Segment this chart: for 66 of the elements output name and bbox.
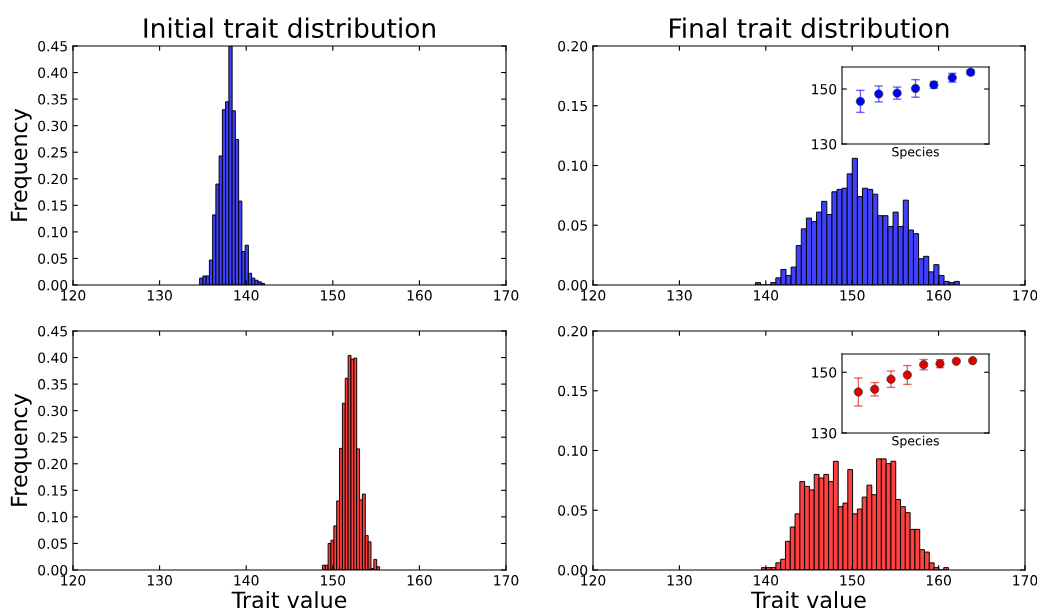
y-tick-label: 0.05: [38, 538, 67, 549]
x-tick-label: 130: [147, 575, 172, 586]
y-tick-label: 0.30: [38, 120, 68, 132]
y-tick-label: 0.40: [38, 67, 68, 79]
x-tick-label: 140: [234, 575, 259, 586]
x-tick-label: 120: [61, 575, 86, 586]
y-axis-title: Frequency: [10, 393, 32, 506]
x-tick-label: 160: [407, 290, 432, 301]
x-axis-title: Species: [892, 146, 939, 159]
y-tick-label: 0.20: [558, 325, 588, 337]
y-tick-label: 0.05: [558, 220, 587, 231]
y-tick-label: 0.45: [38, 40, 67, 52]
x-tick-label: 150: [321, 290, 346, 301]
y-tick-label: 0.20: [38, 458, 68, 470]
y-tick-label: 0.20: [558, 40, 588, 52]
x-tick-label: 130: [667, 290, 692, 301]
x-tick-label: 130: [667, 575, 692, 586]
x-axis-title: Species: [892, 435, 939, 448]
y-tick-label: 0.15: [558, 385, 587, 397]
x-tick-label: 170: [494, 290, 519, 301]
x-tick-label: 140: [754, 575, 779, 586]
x-tick-label: 170: [1013, 290, 1037, 301]
x-tick-label: 120: [581, 575, 606, 586]
x-tick-label: 170: [494, 575, 519, 586]
x-tick-label: 150: [321, 575, 346, 586]
y-tick-label: 0.35: [38, 94, 67, 105]
y-tick-label: 0.25: [38, 147, 67, 158]
y-tick-label: 0.05: [38, 253, 67, 264]
y-tick-label: 0.40: [38, 352, 68, 364]
x-tick-label: 120: [581, 290, 606, 301]
y-tick-label: 0.10: [558, 445, 588, 456]
y-tick-label: 0.45: [38, 325, 67, 337]
y-tick-label: 0.15: [558, 100, 587, 112]
x-tick-label: 140: [754, 290, 779, 301]
x-tick-label: 140: [234, 290, 259, 301]
y-axis-title: Frequency: [10, 108, 32, 221]
y-tick-label: 0.15: [38, 485, 67, 496]
x-tick-label: 160: [407, 575, 432, 586]
y-tick-label: 0.00: [558, 279, 588, 291]
y-tick-label: 0.10: [38, 226, 68, 238]
x-tick-label: 150: [840, 575, 865, 586]
y-tick-label: 130: [812, 138, 837, 150]
x-tick-label: 120: [61, 290, 86, 301]
y-tick-label: 0.20: [38, 173, 68, 185]
y-tick-label: 0.05: [558, 505, 587, 516]
x-tick-label: 170: [1013, 575, 1037, 586]
y-tick-label: 150: [812, 83, 837, 95]
x-tick-label: 130: [147, 290, 172, 301]
y-tick-label: 0.10: [558, 160, 588, 171]
y-tick-label: 0.35: [38, 379, 67, 390]
x-tick-label: 150: [840, 290, 865, 301]
chart-title: Initial trait distribution: [144, 17, 435, 39]
y-tick-label: 0.15: [38, 200, 67, 211]
x-axis-title: Trait value: [231, 591, 347, 608]
y-tick-label: 130: [812, 427, 837, 439]
y-tick-label: 0.30: [38, 405, 68, 417]
x-tick-label: 160: [926, 575, 951, 586]
chart-title: Final trait distribution: [670, 17, 949, 39]
y-tick-label: 0.10: [38, 511, 68, 523]
x-tick-label: 160: [926, 290, 951, 301]
x-axis-title: Trait value: [751, 591, 866, 608]
y-tick-label: 0.25: [38, 432, 67, 443]
y-tick-label: 0.00: [558, 564, 588, 576]
y-tick-label: 150: [812, 367, 837, 378]
y-tick-label: 0.00: [38, 279, 68, 291]
y-tick-label: 0.00: [38, 564, 68, 576]
